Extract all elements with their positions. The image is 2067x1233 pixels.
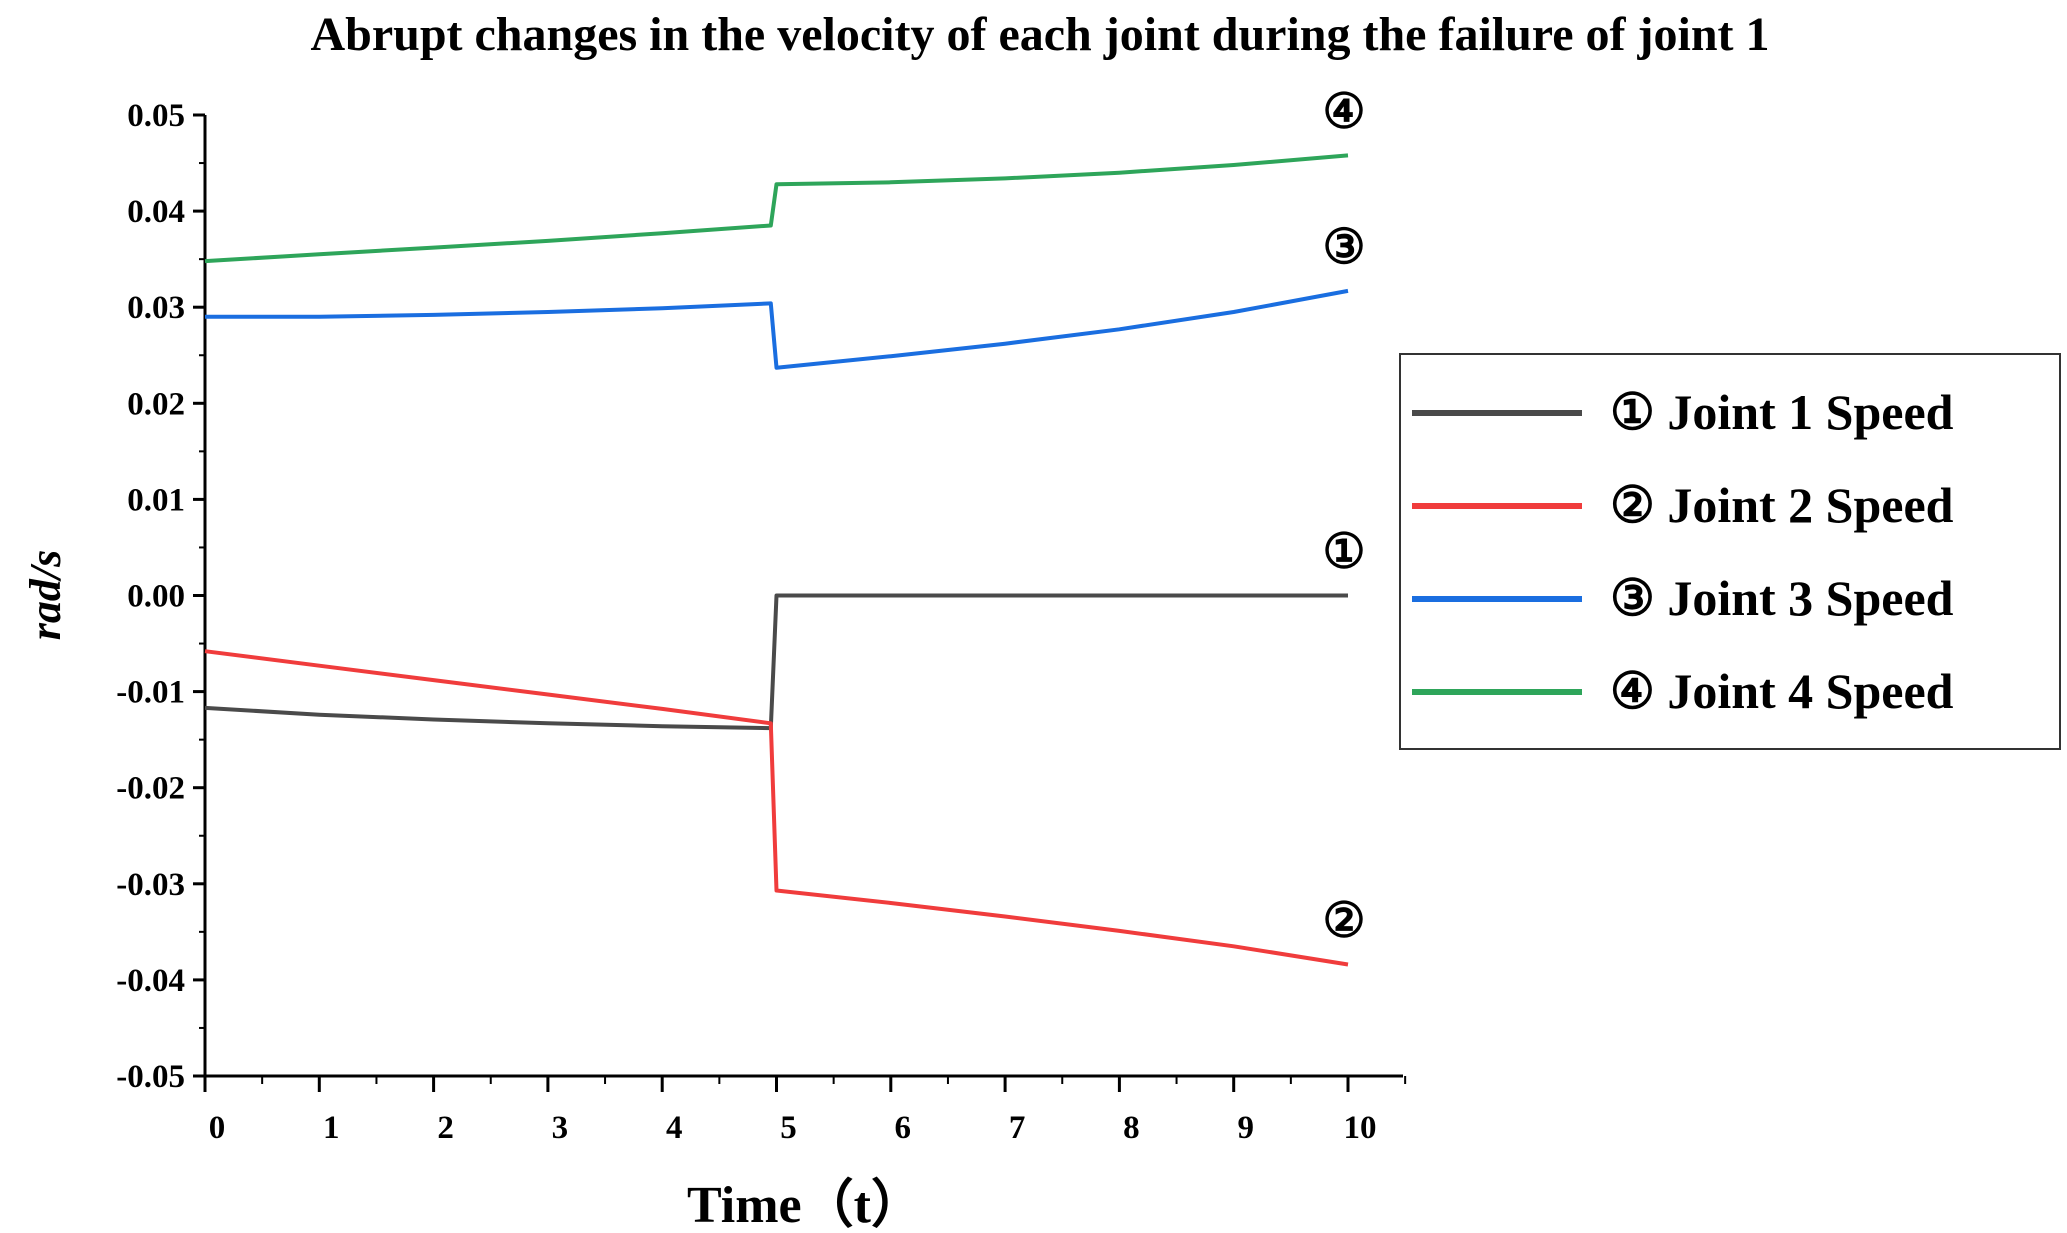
x-tick-label: 2 bbox=[437, 1110, 454, 1146]
series-line-joint-2 bbox=[204, 649, 1349, 967]
x-tick-label: 7 bbox=[1009, 1110, 1026, 1146]
x-tick-label: 10 bbox=[1344, 1110, 1377, 1146]
x-tick-label: 4 bbox=[666, 1110, 683, 1146]
y-tick-label: 0.00 bbox=[127, 579, 185, 615]
legend-label-joint-4: ④ Joint 4 Speed bbox=[1610, 663, 1954, 719]
x-tick-label: 1 bbox=[323, 1110, 340, 1146]
series-end-marker-3: ③ bbox=[1322, 221, 1365, 274]
series-end-marker-1: ① bbox=[1322, 526, 1365, 579]
y-tick-label: 0.01 bbox=[127, 482, 185, 518]
x-tick-label: 5 bbox=[780, 1110, 797, 1146]
series-line-joint-1 bbox=[204, 593, 1348, 731]
x-tick-label: 8 bbox=[1123, 1110, 1140, 1146]
y-tick-label: -0.04 bbox=[116, 963, 185, 999]
y-tick-label: 0.05 bbox=[127, 98, 185, 134]
x-tick-label: 9 bbox=[1237, 1110, 1254, 1146]
x-tick-label: 3 bbox=[552, 1110, 569, 1146]
legend-label-joint-1: ① Joint 1 Speed bbox=[1610, 384, 1954, 440]
legend-label-joint-2: ② Joint 2 Speed bbox=[1610, 477, 1954, 533]
y-tick-label: 0.02 bbox=[127, 386, 185, 422]
y-tick-label: -0.05 bbox=[116, 1059, 185, 1095]
x-tick-label: 0 bbox=[209, 1110, 226, 1146]
y-tick-label: 0.03 bbox=[127, 290, 185, 326]
chart-title: Abrupt changes in the velocity of each j… bbox=[310, 8, 1769, 61]
x-tick-label: 6 bbox=[895, 1110, 912, 1146]
y-axis-label: rad/s bbox=[21, 550, 70, 640]
legend: ① Joint 1 Speed ② Joint 2 Speed ③ Joint 3 … bbox=[1399, 353, 2061, 750]
legend-box bbox=[1399, 353, 2061, 750]
series-line-joint-3 bbox=[205, 288, 1349, 370]
axes: 0.05 0.04 0.03 0.02 0.01 0.00 -0.01 -0.02 -0.03 -… bbox=[116, 98, 1407, 1146]
plot-lines bbox=[204, 153, 1349, 967]
x-axis-label: Time（t） bbox=[687, 1176, 923, 1233]
series-markers: ① ② ③ ④ bbox=[1322, 85, 1365, 947]
legend-label-joint-3: ③ Joint 3 Speed bbox=[1610, 570, 1954, 626]
series-line-joint-4 bbox=[204, 153, 1349, 264]
y-tick-label: 0.04 bbox=[127, 194, 185, 230]
y-tick-label: -0.01 bbox=[116, 675, 185, 711]
y-tick-label: -0.03 bbox=[116, 867, 185, 903]
series-end-marker-4: ④ bbox=[1322, 85, 1365, 138]
series-end-marker-2: ② bbox=[1322, 895, 1365, 948]
y-tick-label: -0.02 bbox=[116, 771, 185, 807]
